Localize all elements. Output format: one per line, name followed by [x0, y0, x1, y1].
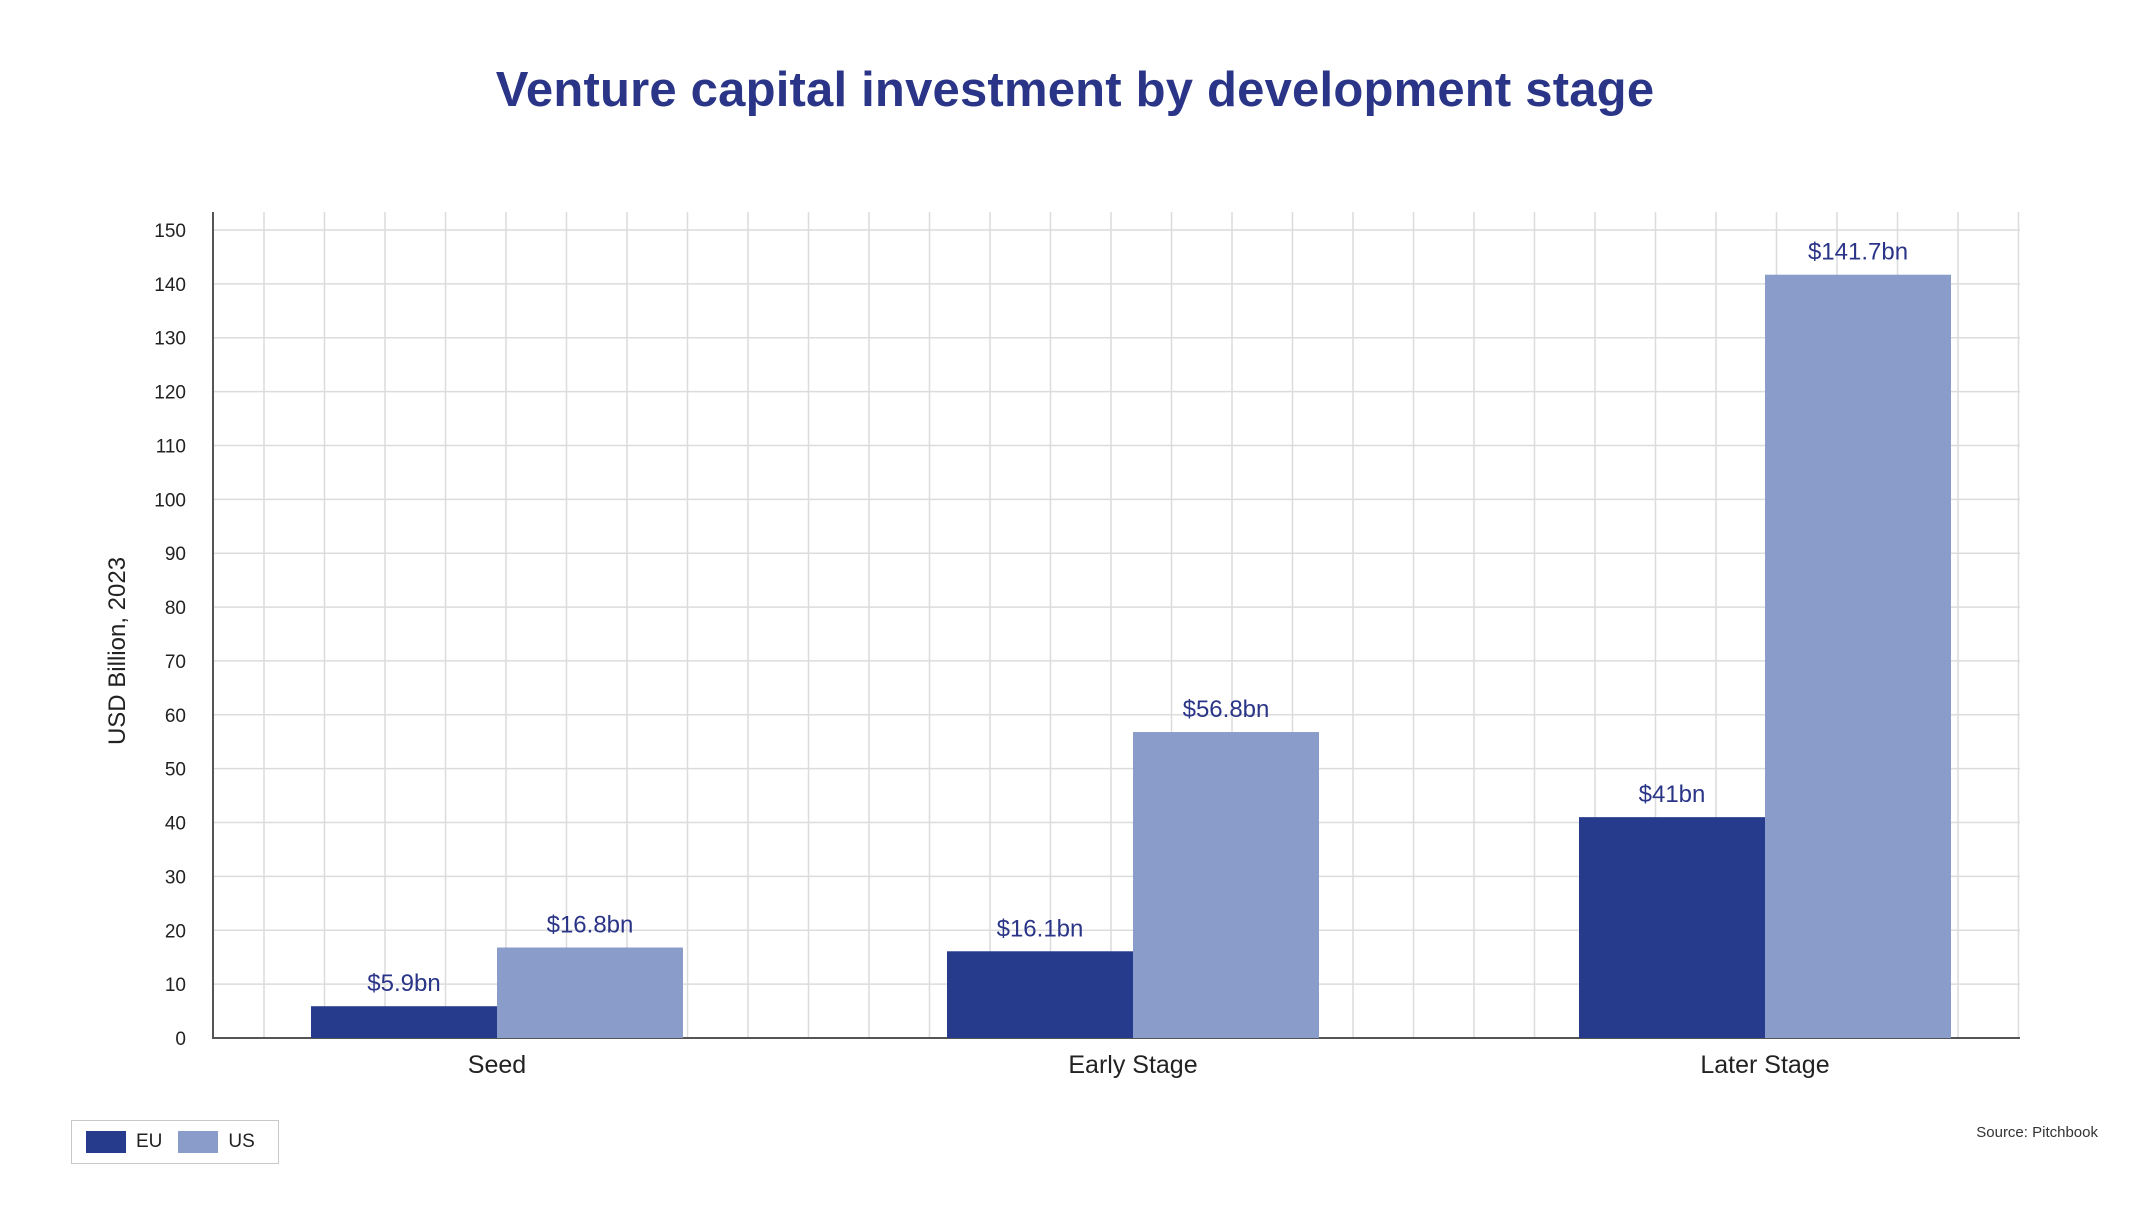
- grid-lines: [213, 212, 2020, 1038]
- y-tick-label-100: 100: [154, 490, 186, 511]
- data-label-eu-early-stage: $16.1bn: [997, 915, 1084, 942]
- legend-item-us: US: [178, 1131, 255, 1153]
- y-tick-label-10: 10: [165, 975, 186, 996]
- bar-us-early-stage: [1133, 732, 1319, 1038]
- data-label-us-early-stage: $56.8bn: [1183, 696, 1270, 723]
- chart-title: Venture capital investment by developmen…: [495, 63, 1655, 117]
- legend-label-eu: EU: [136, 1131, 163, 1152]
- y-axis-title: USD Billion, 2023: [104, 557, 131, 745]
- y-tick-label-20: 20: [165, 921, 186, 942]
- bar-eu-later-stage: [1579, 817, 1765, 1038]
- category-label-later-stage: Later Stage: [1700, 1051, 1829, 1079]
- legend: EU US: [71, 1120, 279, 1164]
- y-tick-label-70: 70: [165, 652, 186, 673]
- category-label-seed: Seed: [468, 1051, 526, 1079]
- y-tick-label-0: 0: [175, 1029, 186, 1050]
- y-tick-label-50: 50: [165, 760, 186, 781]
- legend-label-us: US: [228, 1131, 255, 1152]
- data-label-us-later-stage: $141.7bn: [1808, 239, 1908, 266]
- y-tick-label-30: 30: [165, 867, 186, 888]
- data-label-us-seed: $16.8bn: [547, 912, 634, 939]
- bar-us-later-stage: [1765, 274, 1951, 1038]
- data-label-eu-later-stage: $41bn: [1639, 781, 1706, 808]
- source-note: Source: Pitchbook: [1976, 1124, 2098, 1141]
- bar-eu-early-stage: [947, 951, 1133, 1038]
- bar-eu-seed: [311, 1006, 497, 1038]
- y-tick-label-120: 120: [154, 383, 186, 404]
- data-label-eu-seed: $5.9bn: [367, 970, 440, 997]
- legend-swatch-eu: [86, 1131, 126, 1153]
- category-label-early-stage: Early Stage: [1068, 1051, 1197, 1079]
- bar-us-seed: [497, 947, 683, 1038]
- y-tick-label-90: 90: [165, 544, 186, 565]
- bars: [311, 274, 1951, 1038]
- legend-item-eu: EU: [86, 1131, 162, 1153]
- legend-swatch-us: [178, 1131, 219, 1153]
- y-tick-label-110: 110: [156, 436, 186, 457]
- y-tick-label-80: 80: [165, 598, 186, 619]
- labels: 0 10 20 30 40 50 60 70 80 90 100 110 120 130 140 150 USD…: [104, 221, 1908, 1079]
- y-tick-label-60: 60: [165, 706, 186, 727]
- y-tick-label-150: 150: [154, 221, 186, 242]
- y-tick-label-140: 140: [154, 275, 186, 296]
- y-tick-label-130: 130: [154, 329, 186, 350]
- y-tick-label-40: 40: [165, 814, 186, 835]
